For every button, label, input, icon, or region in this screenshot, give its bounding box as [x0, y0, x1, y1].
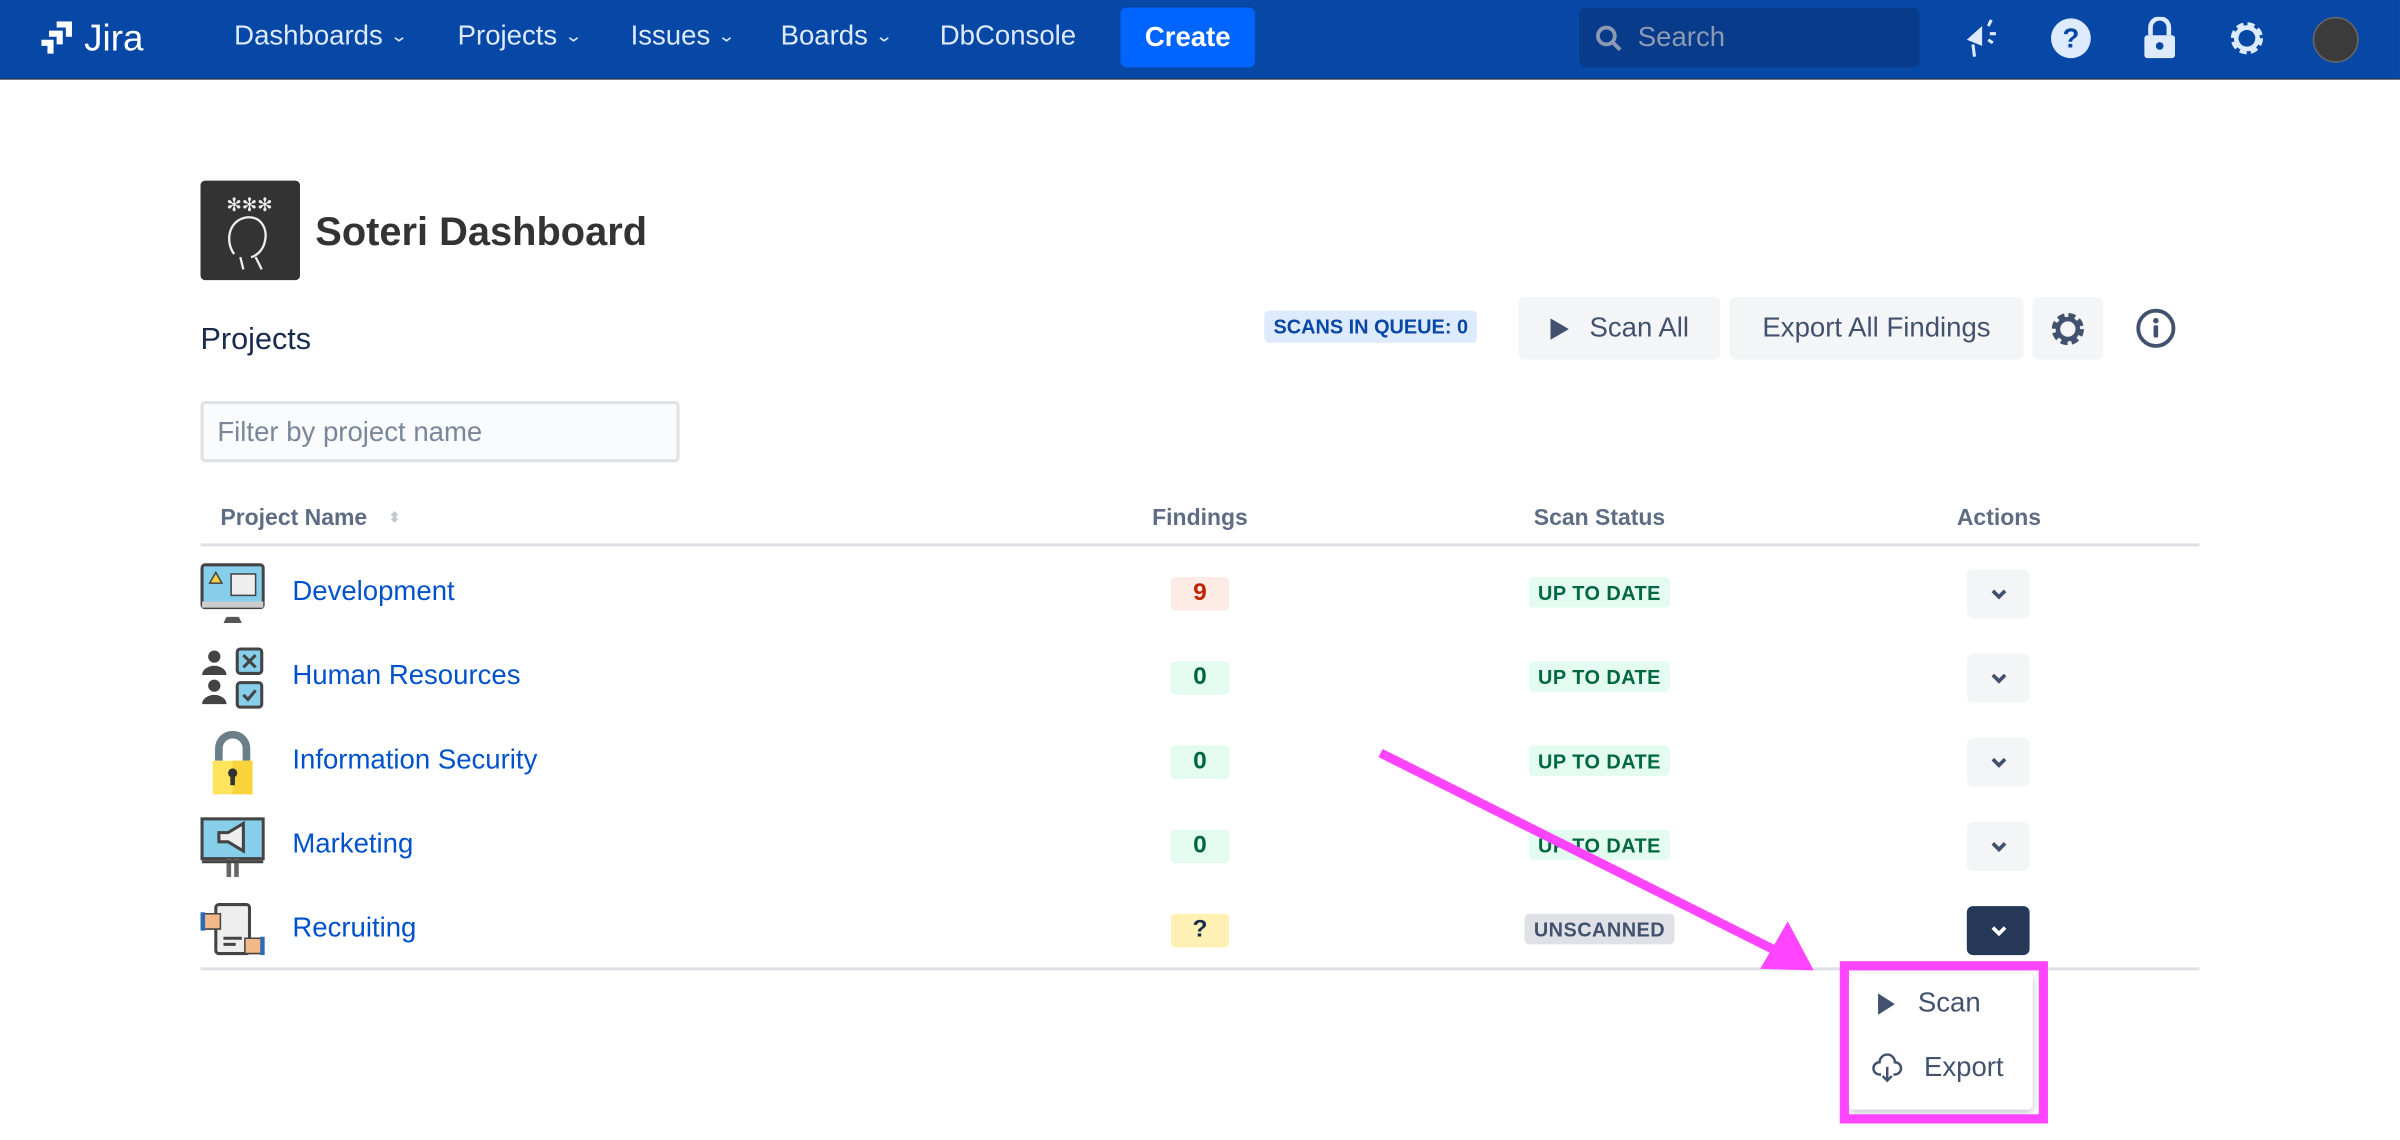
- billboard-megaphone-icon: [200, 814, 265, 878]
- chevron-down-icon: ⌄: [389, 27, 409, 46]
- project-link[interactable]: Information Security: [292, 743, 538, 775]
- row-actions-dropdown-button[interactable]: [1966, 737, 2030, 787]
- row-actions-dropdown-button[interactable]: [1966, 653, 2030, 703]
- monitor-code-icon: [200, 562, 265, 626]
- row-actions-dropdown-button[interactable]: [1966, 906, 2030, 956]
- top-nav: Jira Dashboards ⌄ Projects ⌄ Issues ⌄ Board…: [0, 0, 2400, 80]
- scan-status-badge: UNSCANNED: [1524, 913, 1675, 945]
- scan-status-badge: UP TO DATE: [1528, 577, 1671, 608]
- findings-count-badge: 9: [1170, 577, 1230, 611]
- chevron-down-icon: [1990, 589, 2006, 600]
- row-actions-dropdown-button[interactable]: [1966, 821, 2030, 871]
- chevron-down-icon: ⌄: [874, 27, 894, 46]
- table-row: Development 9 UP TO DATE: [200, 551, 2200, 635]
- avatar[interactable]: [2312, 16, 2359, 63]
- scan-all-button[interactable]: Scan All: [1518, 296, 1721, 360]
- nav-dbconsole[interactable]: DbConsole: [939, 19, 1077, 51]
- chevron-down-icon: [1990, 757, 2006, 768]
- cloud-download-icon: [1872, 1052, 1903, 1082]
- settings-button[interactable]: [2032, 296, 2104, 360]
- handshake-document-icon: [200, 898, 265, 962]
- chevron-down-icon: [1990, 842, 2006, 853]
- nav-boards[interactable]: Boards ⌄: [780, 19, 894, 51]
- menu-item-export[interactable]: Export: [1872, 1052, 2004, 1084]
- nav-dashboards[interactable]: Dashboards ⌄: [234, 19, 409, 51]
- table-bottom-divider: [200, 967, 2200, 971]
- sort-icon: ⬍: [388, 509, 401, 525]
- lock-icon[interactable]: [2137, 15, 2183, 61]
- people-checklist-icon: [201, 646, 265, 710]
- soteri-logo: ✻✻✻: [200, 180, 300, 281]
- padlock-icon: [201, 730, 265, 795]
- findings-count-badge: 0: [1170, 745, 1230, 780]
- chevron-down-icon: ⌄: [564, 27, 583, 46]
- nav-issues[interactable]: Issues ⌄: [630, 19, 736, 51]
- column-header-findings: Findings: [1152, 505, 1248, 532]
- project-link[interactable]: Human Resources: [292, 659, 521, 691]
- nav-projects[interactable]: Projects ⌄: [457, 19, 583, 51]
- project-link[interactable]: Marketing: [292, 828, 414, 859]
- page-title: Soteri Dashboard: [315, 208, 648, 255]
- gear-icon: [2051, 312, 2084, 345]
- project-link[interactable]: Recruiting: [292, 912, 417, 943]
- actions-dropdown-menu: Scan Export: [1848, 973, 2033, 1110]
- scans-queue-badge: SCANS IN QUEUE: 0: [1264, 310, 1478, 343]
- info-icon[interactable]: [2135, 308, 2176, 349]
- gear-icon[interactable]: [2224, 15, 2270, 61]
- scan-status-badge: UP TO DATE: [1528, 661, 1671, 692]
- table-row: Information Security 0 UP TO DATE: [201, 719, 2200, 803]
- search-icon: [1596, 24, 1622, 51]
- svg-text:✻✻✻: ✻✻✻: [226, 194, 272, 215]
- column-header-project-name[interactable]: Project Name ⬍: [220, 505, 401, 532]
- findings-count-badge: 0: [1170, 661, 1230, 695]
- chevron-down-icon: [1990, 673, 2006, 684]
- scan-status-badge: UP TO DATE: [1528, 829, 1671, 861]
- project-link[interactable]: Development: [292, 575, 455, 607]
- play-icon: [1551, 317, 1570, 340]
- help-icon[interactable]: ?: [2048, 15, 2094, 61]
- jira-logo-icon: [41, 21, 72, 54]
- menu-item-scan[interactable]: Scan: [1877, 987, 1981, 1019]
- jira-logo[interactable]: Jira: [41, 18, 143, 61]
- row-actions-dropdown-button[interactable]: [1966, 569, 2030, 619]
- play-icon: [1878, 992, 1895, 1015]
- search-input[interactable]: Search: [1579, 7, 1920, 68]
- svg-text:?: ?: [2062, 22, 2079, 53]
- column-header-scan-status: Scan Status: [1533, 505, 1666, 532]
- scan-status-badge: UP TO DATE: [1528, 745, 1671, 777]
- header-divider: [200, 543, 2200, 547]
- column-header-actions: Actions: [1956, 505, 2042, 532]
- megaphone-icon[interactable]: [1961, 15, 2007, 61]
- findings-count-badge: 0: [1170, 829, 1230, 864]
- findings-count-badge: ?: [1170, 913, 1230, 948]
- section-heading: Projects: [200, 322, 312, 357]
- create-button[interactable]: Create: [1120, 7, 1256, 68]
- project-filter-input[interactable]: Filter by project name: [200, 401, 680, 463]
- table-row: Recruiting ? UNSCANNED: [200, 888, 2200, 972]
- chevron-down-icon: [1990, 926, 2006, 937]
- table-row: Marketing 0 UP TO DATE: [200, 804, 2200, 888]
- table-row: Human Resources 0 UP TO DATE: [201, 635, 2200, 719]
- export-all-findings-button[interactable]: Export All Findings: [1729, 296, 2024, 360]
- chevron-down-icon: ⌄: [717, 27, 736, 46]
